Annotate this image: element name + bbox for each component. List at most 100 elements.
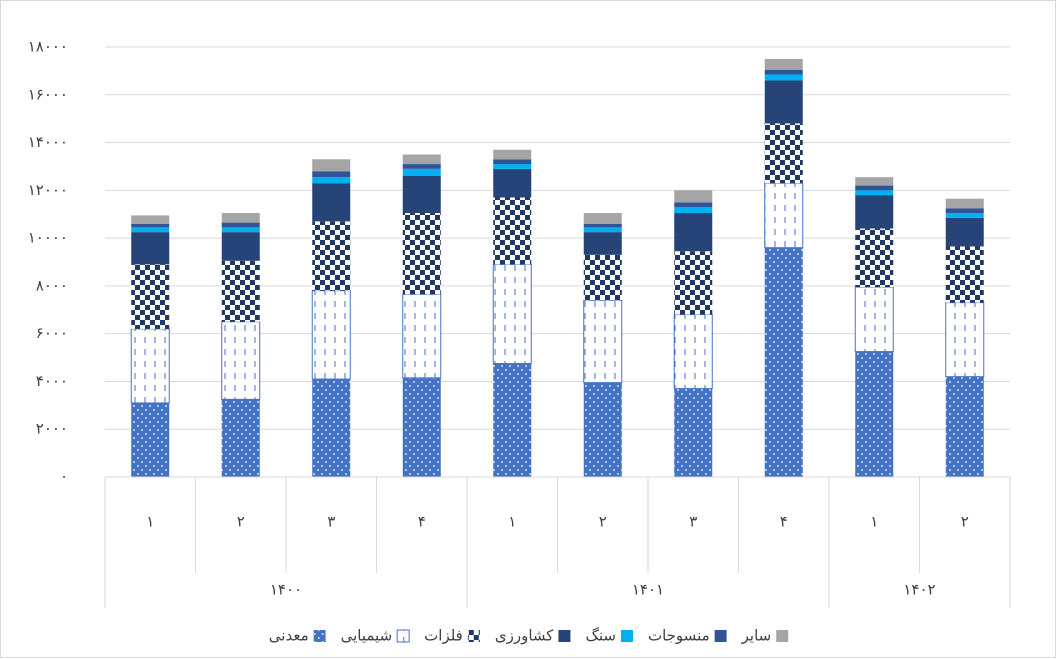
bar-segment: [583, 213, 622, 224]
bar-segment: [402, 176, 441, 214]
x-tick-label: ۲: [961, 513, 969, 531]
bar-segment: [402, 377, 441, 477]
x-tick-label: ۱: [508, 513, 516, 531]
bar-segment: [312, 177, 351, 184]
y-tick-label: ۶۰۰۰: [36, 324, 68, 342]
bar-segment: [945, 302, 985, 378]
x-tick-label: ۱: [146, 513, 154, 531]
bar-segment: [945, 246, 984, 303]
legend-label: شیمیایی: [341, 627, 393, 645]
bar-segment: [583, 299, 623, 384]
legend-swatch: [714, 630, 727, 642]
legend-label: کشاورزی: [495, 627, 554, 645]
x-tick-label: ۱: [870, 513, 878, 531]
bar-segment: [674, 190, 713, 203]
bar-segment: [945, 198, 984, 209]
bar-segment: [764, 80, 803, 124]
bar-segment: [764, 69, 803, 75]
bar-segment: [493, 159, 532, 165]
y-tick-label: ۸۰۰۰: [36, 276, 68, 294]
y-tick-label: ٠: [60, 468, 68, 486]
y-tick-label: ۱۲۰۰۰: [28, 181, 68, 199]
bar-segment: [221, 399, 260, 477]
bar-segment: [764, 182, 804, 249]
bar-segment: [402, 168, 441, 176]
legend-swatch: [396, 629, 410, 643]
x-tick-label: ۳: [327, 513, 335, 531]
bar-segment: [131, 264, 170, 329]
group-label: ۱۴۰۱: [632, 581, 664, 599]
bar-segment: [764, 58, 803, 70]
bar-segment: [764, 247, 803, 477]
bar-segment: [312, 183, 351, 222]
bar-segment: [674, 251, 713, 315]
y-tick-label: ۱۸۰۰۰: [28, 38, 68, 56]
bar-segment: [493, 168, 532, 198]
bar-segment: [583, 382, 622, 477]
bar-segment: [221, 232, 260, 261]
bar-segment: [312, 379, 351, 477]
bar-segment: [583, 227, 622, 233]
bar-segment: [131, 227, 170, 233]
legend: معدنی شیمیایی فلزات کشاورزی سنگ منسوجات سایر: [269, 627, 789, 645]
bar-segment: [855, 228, 894, 288]
bar-segment: [855, 177, 894, 186]
bar-segment: [764, 123, 803, 184]
x-tick-label: ۲: [599, 513, 607, 531]
bar-segment: [221, 321, 261, 400]
bar-segment: [945, 213, 984, 218]
bar-segment: [583, 223, 622, 228]
y-tick-label: ۲۰۰۰: [36, 420, 68, 438]
x-tick-label: ۳: [689, 513, 697, 531]
bar-segment: [402, 164, 441, 169]
bar-segment: [221, 213, 260, 223]
bar-segment: [492, 263, 532, 365]
bar-segment: [131, 232, 170, 265]
bar-segment: [312, 159, 351, 172]
legend-swatch: [558, 630, 571, 642]
bar-segment: [855, 351, 894, 477]
legend-label: معدنی: [269, 627, 309, 645]
x-tick-label: ۴: [418, 513, 426, 531]
bar-segment: [583, 232, 622, 255]
bar-segment: [311, 290, 351, 380]
bar-segment: [674, 388, 713, 477]
bar-segment: [131, 402, 170, 477]
bar-segment: [854, 286, 894, 353]
bar-segment: [493, 164, 532, 169]
bar-segment: [945, 208, 984, 214]
bar-segment: [402, 213, 441, 295]
legend-label: سنگ: [585, 627, 616, 645]
bar-segment: [764, 74, 803, 81]
bar-segment: [855, 195, 894, 229]
bar-segment: [131, 223, 170, 228]
legend-swatch: [313, 630, 326, 642]
bar-segment: [312, 221, 351, 291]
legend-swatch: [776, 630, 789, 642]
x-tick-label: ۴: [780, 513, 788, 531]
bar-segment: [312, 171, 351, 178]
bar-segment: [221, 260, 260, 322]
bar-segment: [855, 190, 894, 196]
bar-segment: [493, 363, 532, 477]
bar-segment: [945, 217, 984, 247]
bar-segment: [402, 293, 442, 379]
bar-segment: [945, 376, 984, 477]
bar-segment: [674, 202, 713, 208]
legend-swatch: [620, 630, 633, 642]
bar-segment: [493, 149, 532, 160]
bar-segment: [674, 213, 713, 252]
bar-segment: [673, 314, 713, 390]
bar-segment: [674, 207, 713, 214]
legend-label: سایر: [741, 627, 772, 645]
y-tick-label: ۱۶۰۰۰: [28, 85, 68, 103]
x-tick-label: ۲: [237, 513, 245, 531]
legend-swatch: [467, 630, 480, 642]
legend-label: فلزات: [424, 627, 463, 645]
bar-segment: [130, 328, 170, 404]
bar-segment: [221, 227, 260, 233]
y-tick-label: ۴۰۰۰: [36, 372, 68, 390]
bar-segment: [402, 154, 441, 165]
